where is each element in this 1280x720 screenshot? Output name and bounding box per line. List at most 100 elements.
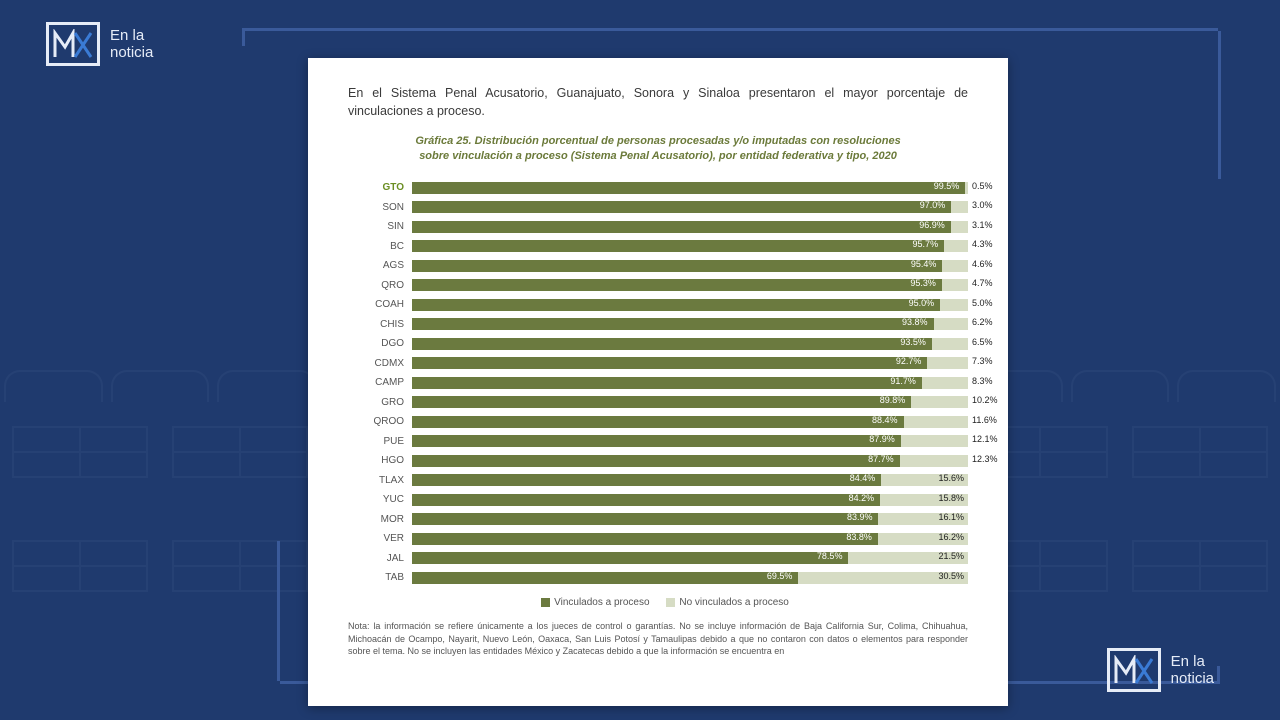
bar-row-cdmx: CDMX92.7%7.3% [348, 353, 968, 373]
bar-row-gro: GRO89.8%10.2% [348, 392, 968, 412]
bar-row-camp: CAMP91.7%8.3% [348, 373, 968, 393]
bar-track: 95.4%4.6% [412, 260, 968, 272]
bar-seg-vinculados: 95.0% [412, 299, 940, 311]
bar-label: SON [348, 202, 412, 213]
bar-label: MOR [348, 514, 412, 525]
brand-mark-icon [1107, 648, 1161, 692]
bar-row-ags: AGS95.4%4.6% [348, 256, 968, 276]
bar-track: 93.8%6.2% [412, 318, 968, 330]
bar-row-gto: GTO99.5%0.5% [348, 178, 968, 198]
legend-label-a: Vinculados a proceso [554, 597, 649, 608]
bar-seg-no-vinculados: 3.1% [951, 221, 968, 233]
bar-track: 95.7%4.3% [412, 240, 968, 252]
bar-seg-no-vinculados: 4.7% [942, 279, 968, 291]
bar-row-chis: CHIS93.8%6.2% [348, 314, 968, 334]
bar-seg-no-vinculados: 7.3% [927, 357, 968, 369]
bar-label: HGO [348, 455, 412, 466]
brand-tagline: En la noticia [1171, 653, 1214, 688]
bar-seg-no-vinculados: 21.5% [848, 552, 968, 564]
bar-seg-vinculados: 99.5% [412, 182, 965, 194]
bar-seg-no-vinculados: 15.8% [880, 494, 968, 506]
stacked-bar-chart: GTO99.5%0.5%SON97.0%3.0%SIN96.9%3.1%BC95… [348, 178, 968, 588]
bar-track: 96.9%3.1% [412, 221, 968, 233]
bar-row-son: SON97.0%3.0% [348, 197, 968, 217]
bar-seg-vinculados: 87.7% [412, 455, 900, 467]
bar-track: 92.7%7.3% [412, 357, 968, 369]
bar-seg-vinculados: 96.9% [412, 221, 951, 233]
chart-legend: Vinculados a proceso No vinculados a pro… [348, 597, 968, 608]
bar-label: BC [348, 241, 412, 252]
bar-track: 69.5%30.5% [412, 572, 968, 584]
bar-row-coah: COAH95.0%5.0% [348, 295, 968, 315]
bar-seg-vinculados: 89.8% [412, 396, 911, 408]
bar-label: DGO [348, 338, 412, 349]
bar-seg-vinculados: 95.4% [412, 260, 942, 272]
bar-seg-vinculados: 83.9% [412, 513, 878, 525]
chart-title: Gráfica 25. Distribución porcentual de p… [348, 134, 968, 164]
bar-seg-no-vinculados: 6.5% [932, 338, 968, 350]
bar-row-sin: SIN96.9%3.1% [348, 217, 968, 237]
bar-seg-vinculados: 78.5% [412, 552, 848, 564]
bar-seg-vinculados: 93.5% [412, 338, 932, 350]
chart-footnote: Nota: la información se refiere únicamen… [348, 620, 968, 656]
bar-label: SIN [348, 221, 412, 232]
bar-seg-no-vinculados: 4.6% [942, 260, 968, 272]
bar-row-dgo: DGO93.5%6.5% [348, 334, 968, 354]
bar-seg-vinculados: 69.5% [412, 572, 798, 584]
bar-label: JAL [348, 553, 412, 564]
brand-mark-icon [46, 22, 100, 66]
bar-track: 87.9%12.1% [412, 435, 968, 447]
bar-seg-vinculados: 93.8% [412, 318, 934, 330]
bar-label: CAMP [348, 377, 412, 388]
bar-row-hgo: HGO87.7%12.3% [348, 451, 968, 471]
bar-seg-no-vinculados: 11.6% [904, 416, 968, 428]
bar-track: 93.5%6.5% [412, 338, 968, 350]
bar-label: TLAX [348, 475, 412, 486]
bar-seg-vinculados: 84.2% [412, 494, 880, 506]
bar-label: QRO [348, 280, 412, 291]
bar-label: AGS [348, 260, 412, 271]
frame-corner-top [242, 28, 1218, 46]
bar-track: 84.4%15.6% [412, 474, 968, 486]
bar-seg-no-vinculados: 16.2% [878, 533, 968, 545]
bar-row-pue: PUE87.9%12.1% [348, 431, 968, 451]
bar-track: 83.8%16.2% [412, 533, 968, 545]
bar-label: CDMX [348, 358, 412, 369]
bar-label: YUC [348, 494, 412, 505]
bar-label: COAH [348, 299, 412, 310]
bar-row-jal: JAL78.5%21.5% [348, 548, 968, 568]
bar-seg-no-vinculados: 5.0% [940, 299, 968, 311]
bar-track: 95.0%5.0% [412, 299, 968, 311]
legend-swatch-vinculados [541, 598, 550, 607]
bar-row-qroo: QROO88.4%11.6% [348, 412, 968, 432]
bar-seg-no-vinculados: 8.3% [922, 377, 968, 389]
bar-label: GTO [348, 182, 412, 193]
bar-label: TAB [348, 572, 412, 583]
legend-label-b: No vinculados a proceso [679, 597, 789, 608]
bar-track: 84.2%15.8% [412, 494, 968, 506]
bar-label: GRO [348, 397, 412, 408]
intro-paragraph: En el Sistema Penal Acusatorio, Guanajua… [348, 84, 968, 120]
bar-label: QROO [348, 416, 412, 427]
brand-logo-top: En la noticia [46, 22, 153, 66]
bar-seg-no-vinculados: 16.1% [878, 513, 968, 525]
bar-seg-vinculados: 88.4% [412, 416, 904, 428]
bar-seg-no-vinculados: 12.1% [901, 435, 968, 447]
bar-seg-no-vinculados: 0.5% [965, 182, 968, 194]
bar-row-yuc: YUC84.2%15.8% [348, 490, 968, 510]
document-panel: En el Sistema Penal Acusatorio, Guanajua… [308, 58, 1008, 706]
bar-seg-no-vinculados: 30.5% [798, 572, 968, 584]
bar-seg-vinculados: 83.8% [412, 533, 878, 545]
bar-label: CHIS [348, 319, 412, 330]
bar-label: PUE [348, 436, 412, 447]
bar-seg-no-vinculados: 6.2% [934, 318, 968, 330]
bar-seg-no-vinculados: 12.3% [900, 455, 968, 467]
bar-row-bc: BC95.7%4.3% [348, 236, 968, 256]
bar-seg-vinculados: 95.3% [412, 279, 942, 291]
bar-track: 91.7%8.3% [412, 377, 968, 389]
bar-track: 95.3%4.7% [412, 279, 968, 291]
bar-track: 78.5%21.5% [412, 552, 968, 564]
bar-seg-vinculados: 92.7% [412, 357, 927, 369]
bar-seg-vinculados: 87.9% [412, 435, 901, 447]
bar-track: 99.5%0.5% [412, 182, 968, 194]
